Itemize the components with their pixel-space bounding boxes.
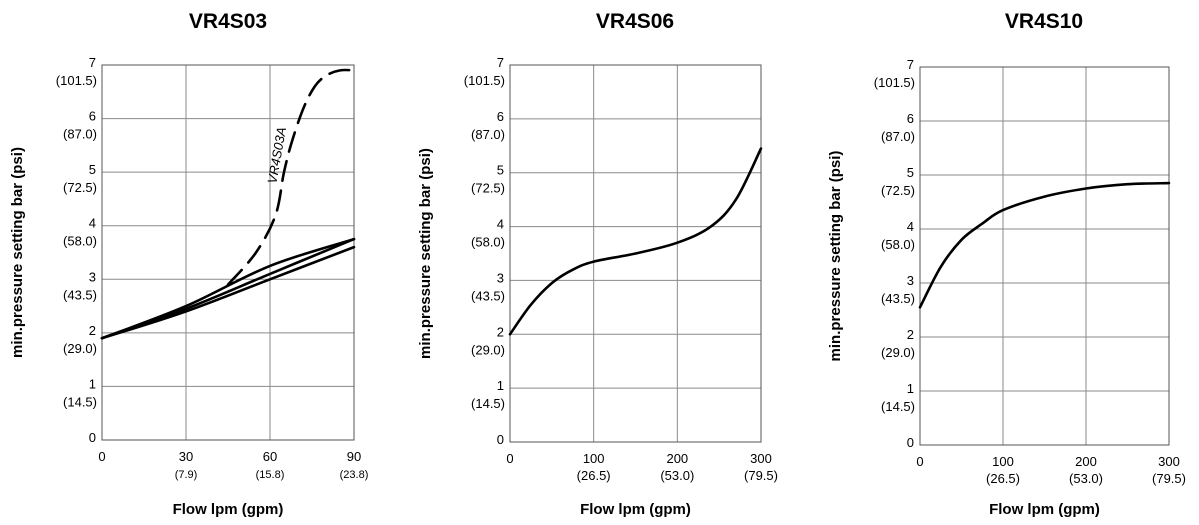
x-tick-sublabel: (26.5): [986, 471, 1020, 486]
y-axis-label: min.pressure setting bar (psi): [9, 147, 26, 358]
y-tick-label: 5: [907, 165, 914, 180]
chart-title: VR4S03: [189, 10, 267, 33]
series-line-1: [918, 181, 1171, 309]
y-tick-label: 1: [907, 381, 914, 396]
series-line-1: [508, 147, 763, 336]
x-tick-label: 30: [179, 449, 193, 464]
y-tick-label: 7: [907, 57, 914, 72]
y-tick-sublabel: (29.0): [471, 342, 505, 357]
y-tick-label: 6: [907, 111, 914, 126]
x-tick-sublabel: (23.8): [340, 469, 369, 481]
series-annotation: VR4S03A: [264, 126, 289, 185]
x-tick-label: 60: [263, 449, 277, 464]
y-tick-label: 6: [89, 109, 96, 124]
x-tick-sublabel: (26.5): [577, 468, 611, 483]
y-tick-sublabel: (43.5): [63, 287, 97, 302]
x-tick-sublabel: (79.5): [1152, 471, 1186, 486]
y-tick-label: 1: [89, 376, 96, 391]
y-tick-label: 3: [907, 273, 914, 288]
y-axis-label: min.pressure setting bar (psi): [417, 148, 434, 359]
y-tick-sublabel: (58.0): [471, 235, 505, 250]
x-axis-label: Flow lpm (gpm): [580, 501, 691, 518]
y-tick-sublabel: (101.5): [56, 73, 97, 88]
x-tick-sublabel: (79.5): [744, 468, 778, 483]
x-tick-label: 90: [347, 449, 361, 464]
y-tick-label: 2: [497, 324, 504, 339]
y-tick-label: 0: [89, 430, 96, 445]
y-tick-sublabel: (14.5): [63, 394, 97, 409]
y-tick-sublabel: (72.5): [881, 183, 915, 198]
y-tick-label: 3: [497, 270, 504, 285]
y-tick-sublabel: (43.5): [471, 288, 505, 303]
y-tick-sublabel: (101.5): [874, 75, 915, 90]
plot-frame: [101, 64, 355, 441]
y-tick-label: 5: [89, 162, 96, 177]
y-tick-label: 0: [497, 432, 504, 447]
y-tick-sublabel: (58.0): [63, 234, 97, 249]
x-tick-label: 100: [583, 451, 605, 466]
x-tick-label: 300: [1158, 454, 1180, 469]
x-tick-label: 100: [992, 454, 1014, 469]
y-tick-label: 4: [497, 217, 504, 232]
chart-vr4s10: VR4S10 0 1 (14.5) 2 (29.0) 3 (43.5) 4 (58.0) 5 (72.…: [827, 10, 1186, 518]
x-tick-label: 0: [506, 451, 513, 466]
x-tick-sublabel: (53.0): [660, 468, 694, 483]
y-tick-label: 6: [497, 109, 504, 124]
y-tick-sublabel: (58.0): [881, 237, 915, 252]
x-axis-label: Flow lpm (gpm): [173, 501, 284, 518]
x-tick-label: 300: [750, 451, 772, 466]
y-tick-sublabel: (101.5): [464, 73, 505, 88]
y-axis-label: min.pressure setting bar (psi): [827, 151, 844, 362]
y-tick-sublabel: (72.5): [63, 180, 97, 195]
chart-vr4s06: VR4S06 0 1 (14.5) 2 (29.0) 3 (43.5) 4 (58.0) 5 (72.…: [417, 10, 778, 518]
x-tick-label: 0: [916, 454, 923, 469]
y-tick-sublabel: (14.5): [881, 399, 915, 414]
y-tick-label: 4: [89, 216, 96, 231]
y-tick-sublabel: (29.0): [63, 341, 97, 356]
chart-title: VR4S06: [596, 10, 674, 33]
chart-vr4s03: VR4S03 0 1 (14.5) 2 (29.0) 3 (43.5) 4 (58.0) 5 (72.…: [9, 10, 368, 518]
plot-frame: [919, 66, 1170, 446]
y-tick-label: 0: [907, 435, 914, 450]
y-tick-label: 5: [497, 163, 504, 178]
y-tick-label: 2: [907, 327, 914, 342]
y-tick-sublabel: (43.5): [881, 291, 915, 306]
y-tick-label: 7: [497, 55, 504, 70]
x-tick-sublabel: (15.8): [256, 469, 285, 481]
x-tick-sublabel: (7.9): [175, 469, 198, 481]
y-tick-sublabel: (14.5): [471, 396, 505, 411]
y-tick-sublabel: (87.0): [471, 127, 505, 142]
y-tick-sublabel: (29.0): [881, 345, 915, 360]
y-tick-sublabel: (87.0): [881, 129, 915, 144]
x-tick-label: 0: [98, 449, 105, 464]
x-tick-sublabel: (53.0): [1069, 471, 1103, 486]
x-tick-label: 200: [666, 451, 688, 466]
y-tick-label: 3: [89, 269, 96, 284]
y-tick-label: 1: [497, 378, 504, 393]
x-tick-label: 200: [1075, 454, 1097, 469]
plot-frame: [509, 64, 762, 443]
y-tick-label: 4: [907, 219, 914, 234]
series-line-dashed: [226, 68, 356, 286]
x-axis-label: Flow lpm (gpm): [989, 501, 1100, 518]
series-line-3: [100, 245, 356, 340]
y-tick-label: 2: [89, 323, 96, 338]
y-tick-sublabel: (72.5): [471, 181, 505, 196]
chart-title: VR4S10: [1005, 10, 1083, 33]
y-tick-sublabel: (87.0): [63, 127, 97, 142]
y-tick-label: 7: [89, 55, 96, 70]
